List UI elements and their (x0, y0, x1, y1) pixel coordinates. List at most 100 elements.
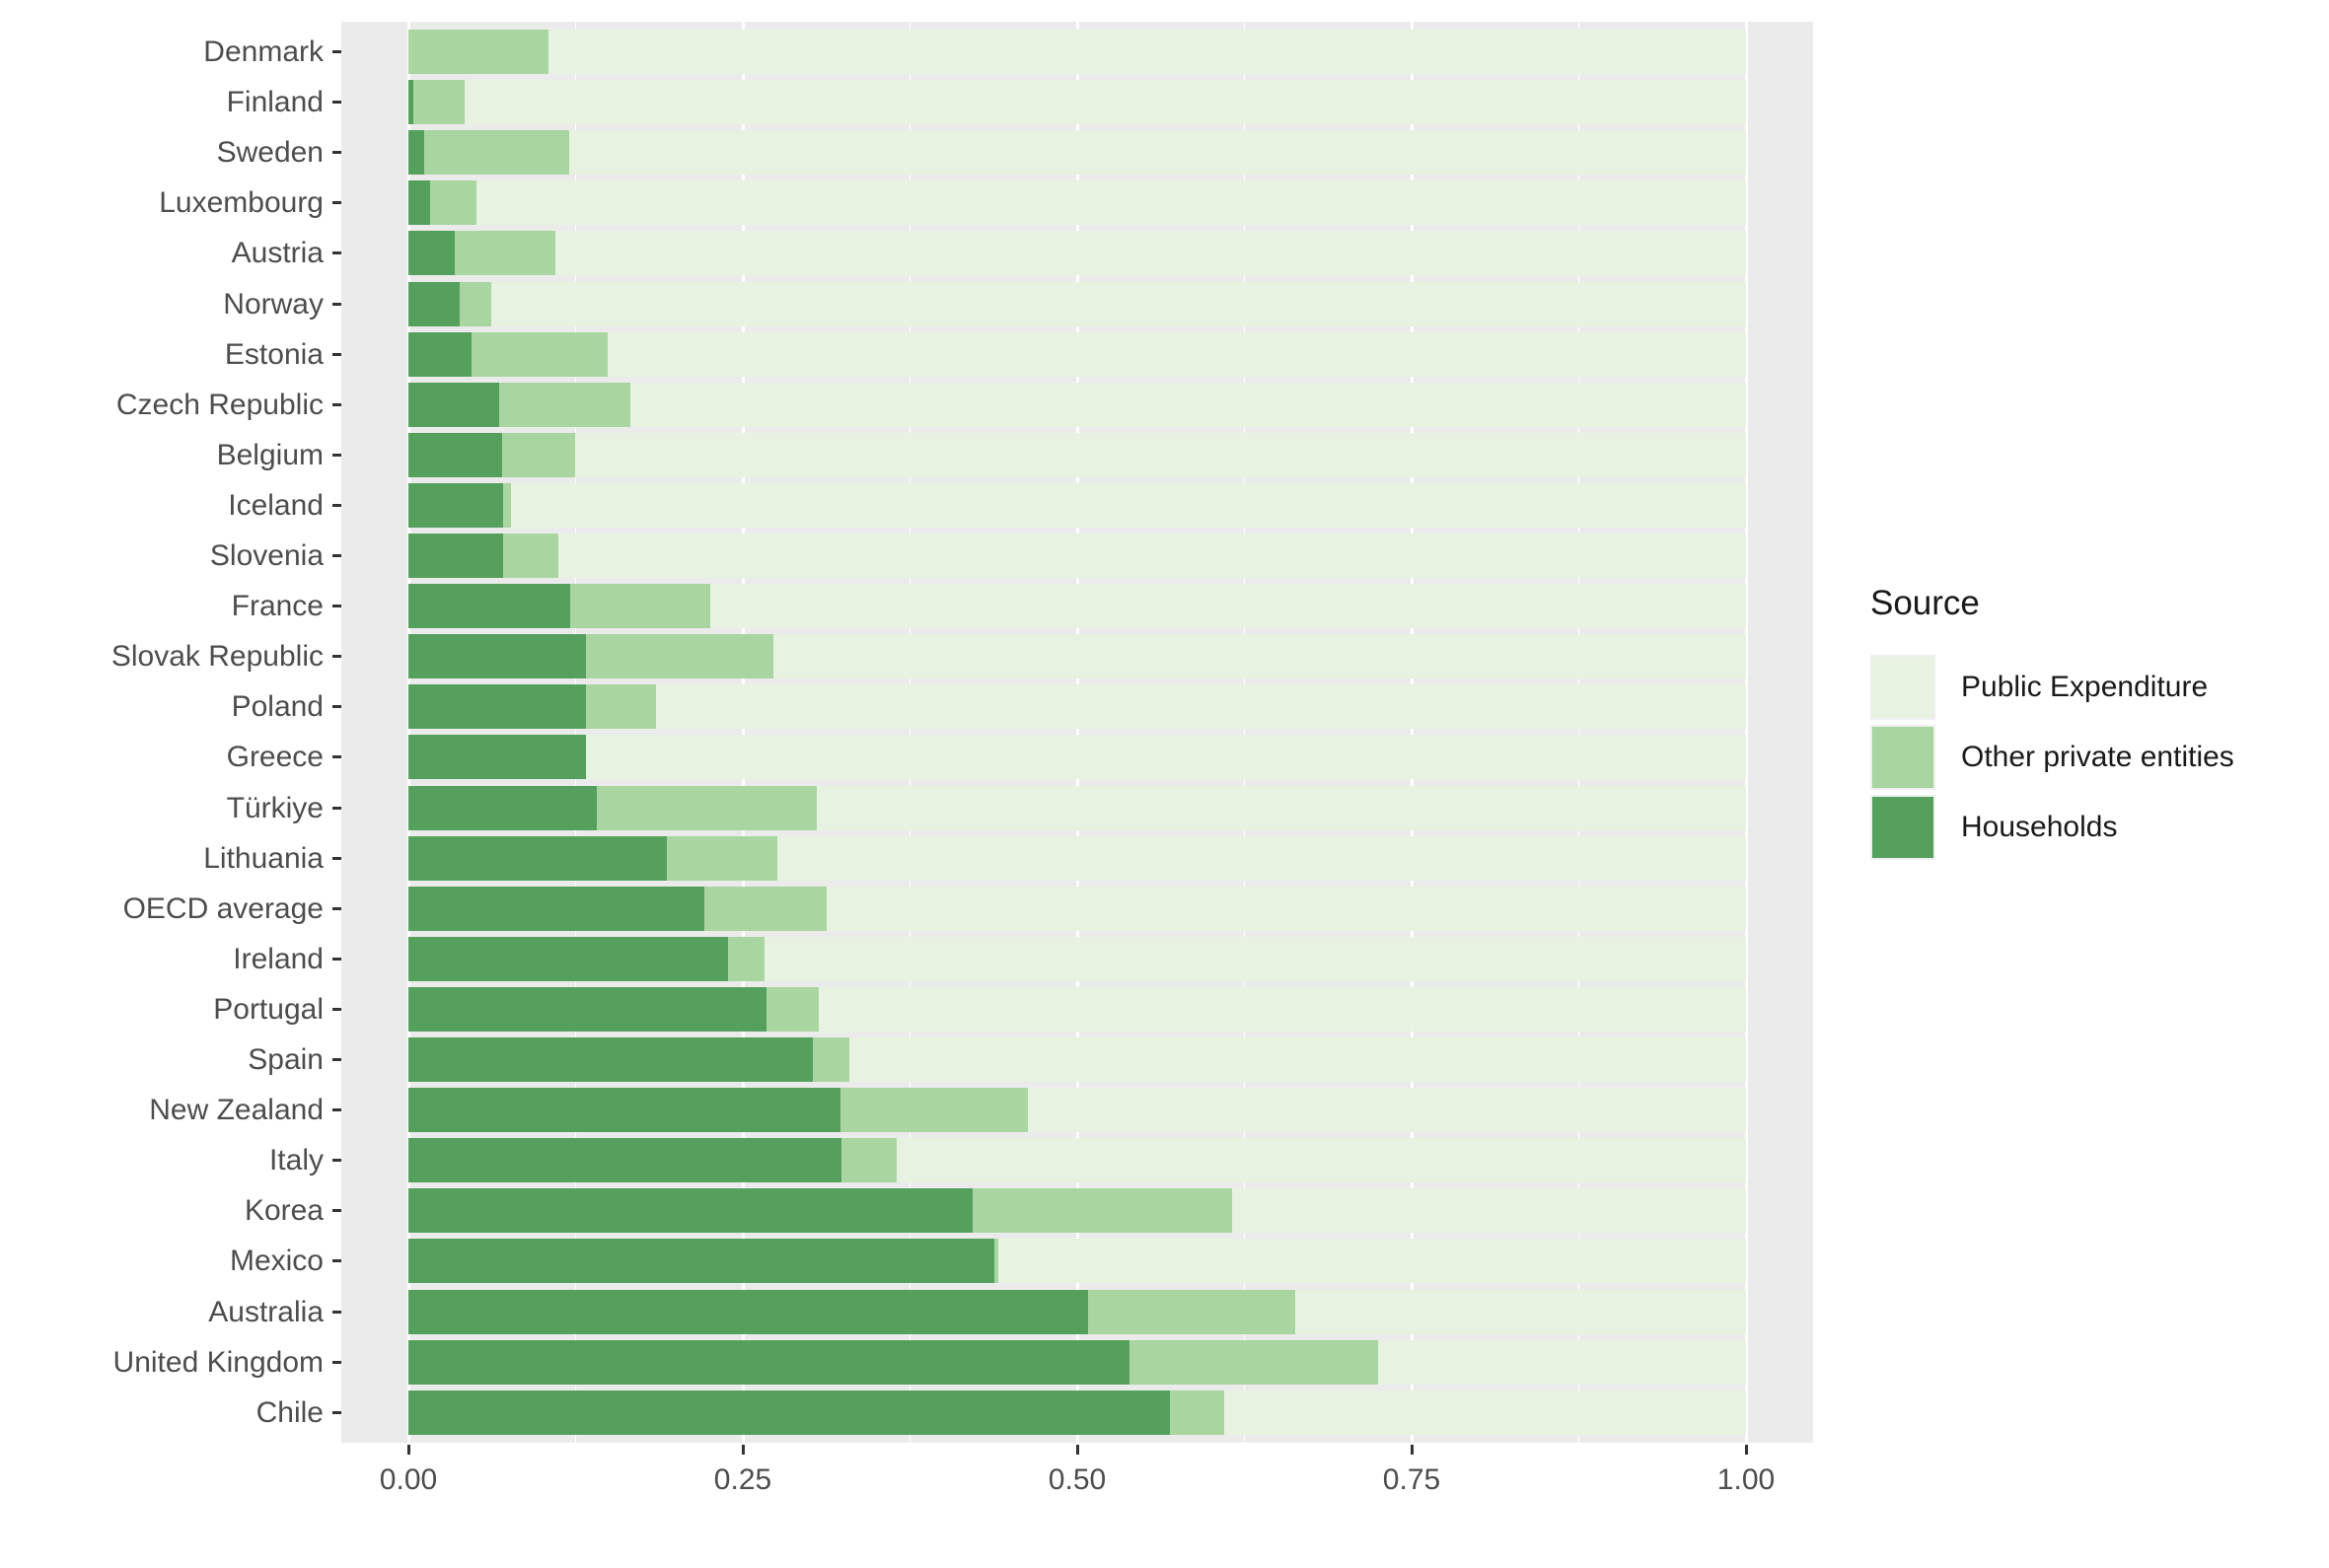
bar-segment-households (408, 1390, 1170, 1435)
bar-segment-other-private-entities (703, 886, 828, 931)
bar-segment-other-private-entities (728, 936, 764, 981)
y-axis-label: Greece (226, 741, 324, 774)
bar-row-chile (408, 1390, 1746, 1435)
bar-segment-households (408, 1138, 842, 1183)
bar-segment-public-expenditure (476, 180, 1746, 226)
y-axis-label: New Zealand (149, 1094, 324, 1127)
bar-segment-households (408, 634, 587, 679)
bar-row-czech-republic (408, 382, 1746, 427)
y-axis-label: Iceland (228, 488, 324, 522)
bar-segment-households (408, 534, 504, 578)
y-axis-label: Sweden (216, 136, 324, 170)
legend-item-households: Households (1870, 795, 2324, 860)
bar-row-sweden (408, 130, 1746, 176)
y-tick-mark (332, 101, 341, 105)
x-axis-label: 1.00 (1716, 1463, 1776, 1496)
bar-segment-other-private-entities (586, 634, 774, 679)
bar-segment-public-expenditure (896, 1138, 1746, 1183)
bar-segment-households (408, 584, 571, 629)
y-axis-label: Korea (244, 1194, 324, 1228)
y-tick-mark (332, 201, 341, 205)
bar-row-iceland (408, 482, 1746, 528)
bar-segment-public-expenditure (555, 231, 1746, 276)
bar-segment-public-expenditure (1378, 1339, 1746, 1385)
y-tick-mark (332, 1058, 341, 1061)
bar-row-greece (408, 735, 1746, 780)
bar-segment-other-private-entities (413, 80, 465, 125)
bar-row-estonia (408, 331, 1746, 377)
legend-swatch (1870, 725, 1935, 790)
y-tick-mark (332, 856, 341, 860)
y-tick-mark (332, 755, 341, 759)
bar-segment-public-expenditure (568, 130, 1746, 176)
bar-segment-households (408, 231, 456, 276)
bar-row-t-rkiye (408, 785, 1746, 830)
minor-gridline (1577, 22, 1580, 1443)
bar-segment-households (408, 1339, 1129, 1385)
legend-title: Source (1870, 584, 1980, 622)
bar-row-slovenia (408, 534, 1746, 578)
y-tick-mark (332, 705, 341, 709)
legend-label: Other private entities (1961, 741, 2234, 773)
y-axis-label: Finland (226, 86, 324, 119)
bar-row-slovak-republic (408, 634, 1746, 679)
x-tick-mark (1410, 1445, 1414, 1455)
y-tick-mark (332, 151, 341, 155)
y-tick-mark (332, 1360, 341, 1364)
bar-segment-public-expenditure (548, 30, 1746, 74)
x-axis-label: 0.50 (1048, 1463, 1107, 1496)
bar-segment-households (408, 886, 704, 931)
bar-segment-public-expenditure (608, 331, 1746, 377)
bar-segment-public-expenditure (575, 432, 1746, 477)
bar-segment-public-expenditure (557, 534, 1746, 578)
bar-row-poland (408, 684, 1746, 730)
bar-row-portugal (408, 986, 1746, 1032)
bar-segment-households (408, 1289, 1088, 1334)
y-axis-label: Slovenia (209, 539, 324, 572)
bar-segment-other-private-entities (501, 432, 576, 477)
y-axis-label: Mexico (229, 1245, 324, 1278)
bar-row-mexico (408, 1239, 1746, 1284)
bar-segment-public-expenditure (586, 735, 1746, 780)
minor-gridline (1243, 22, 1246, 1443)
legend-label: Public Expenditure (1961, 671, 2209, 703)
bar-segment-other-private-entities (839, 1088, 1028, 1133)
bar-segment-households (408, 180, 430, 226)
bar-segment-other-private-entities (1128, 1339, 1379, 1385)
y-axis-label: Türkiye (226, 791, 324, 824)
bar-segment-other-private-entities (499, 382, 631, 427)
bar-row-ireland (408, 936, 1746, 981)
bar-segment-households (408, 130, 425, 176)
bar-segment-public-expenditure (827, 886, 1746, 931)
bar-row-finland (408, 80, 1746, 125)
y-axis-label: Czech Republic (115, 388, 324, 421)
bar-segment-households (408, 936, 729, 981)
y-axis-label: France (231, 590, 324, 623)
bar-row-austria (408, 231, 1746, 276)
bar-segment-households (408, 785, 598, 830)
bar-segment-other-private-entities (471, 331, 609, 377)
bar-segment-households (408, 482, 504, 528)
y-axis-label: Chile (255, 1395, 324, 1429)
major-gridline (741, 22, 745, 1443)
y-tick-mark (332, 957, 341, 961)
y-tick-mark (332, 1159, 341, 1163)
legend: Source Public Expenditure Other private e… (1870, 584, 2324, 865)
y-tick-mark (332, 1259, 341, 1263)
bar-segment-households (408, 986, 767, 1032)
y-axis-label: Estonia (224, 337, 324, 371)
bar-segment-other-private-entities (841, 1138, 897, 1183)
legend-item-other-private-entities: Other private entities (1870, 725, 2324, 790)
bar-row-lithuania (408, 835, 1746, 881)
y-axis-label: Spain (248, 1043, 324, 1076)
bar-row-australia (408, 1289, 1746, 1334)
bar-segment-public-expenditure (849, 1037, 1746, 1082)
y-tick-mark (332, 806, 341, 810)
bar-row-new-zealand (408, 1088, 1746, 1133)
y-axis-label: Portugal (213, 992, 324, 1026)
y-tick-mark (332, 402, 341, 406)
bar-row-norway (408, 281, 1746, 326)
bar-segment-public-expenditure (1224, 1390, 1746, 1435)
bar-row-oecd-average (408, 886, 1746, 931)
